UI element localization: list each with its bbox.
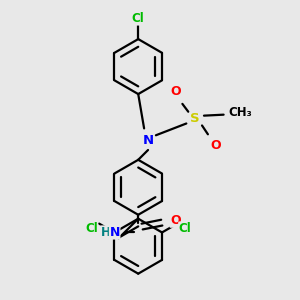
Text: H: H (101, 226, 111, 239)
Text: O: O (210, 139, 221, 152)
Text: O: O (170, 214, 181, 227)
Text: N: N (142, 134, 154, 147)
Text: Cl: Cl (179, 222, 191, 235)
Text: CH₃: CH₃ (228, 106, 252, 119)
Text: O: O (170, 85, 181, 98)
Text: Cl: Cl (132, 12, 145, 25)
Text: N: N (110, 226, 120, 239)
Text: Cl: Cl (85, 222, 98, 235)
Text: S: S (190, 112, 200, 125)
